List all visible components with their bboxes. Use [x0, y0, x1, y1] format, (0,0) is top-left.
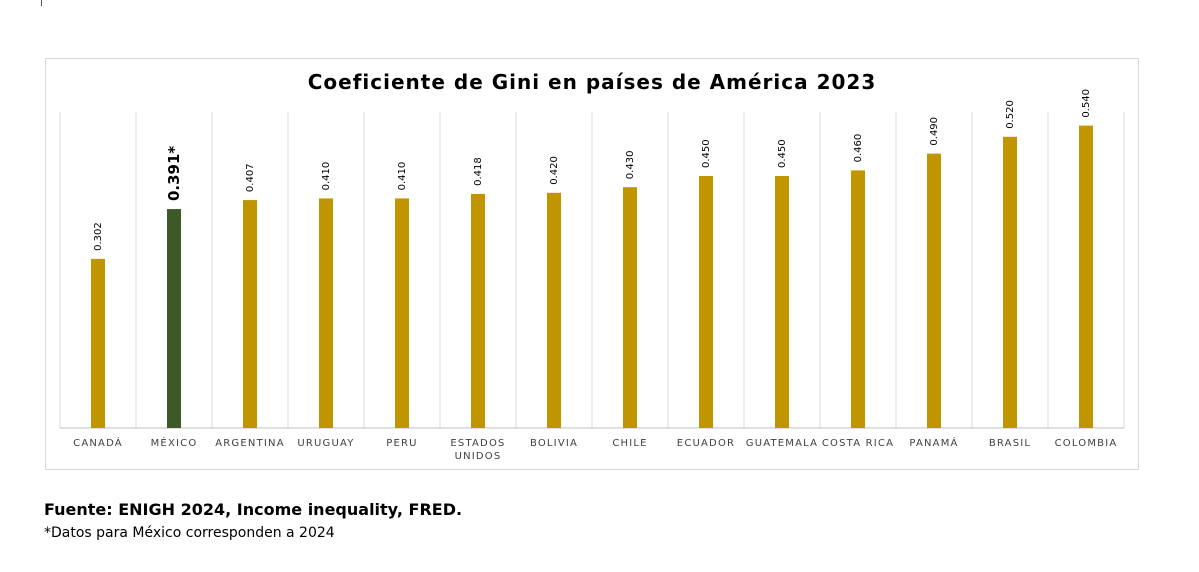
- category-label: COLOMBIA: [1055, 438, 1118, 449]
- category-label: BRASIL: [989, 438, 1031, 449]
- bar: [471, 193, 485, 428]
- bar: [319, 198, 333, 428]
- page-tick-mark: [41, 0, 42, 6]
- category-label: MÉXICO: [151, 436, 198, 449]
- data-label: 0.490: [929, 117, 940, 146]
- data-label: 0.410: [397, 162, 408, 191]
- category-label: UNIDOS: [455, 451, 502, 462]
- bar: [395, 198, 409, 428]
- category-label: ESTADOS: [450, 438, 505, 449]
- data-label: 0.420: [549, 156, 560, 185]
- bar: [699, 176, 713, 428]
- category-label: URUGUAY: [297, 438, 354, 449]
- category-label: CHILE: [612, 438, 647, 449]
- data-label: 0.302: [93, 222, 104, 251]
- data-label: 0.418: [473, 157, 484, 186]
- data-label: 0.540: [1081, 89, 1092, 118]
- category-label: PERU: [386, 438, 417, 449]
- bar: [91, 258, 105, 428]
- category-label: PANAMÁ: [909, 436, 958, 449]
- category-label: ECUADOR: [677, 438, 735, 449]
- bar: [167, 209, 181, 428]
- data-label: 0.450: [777, 139, 788, 168]
- data-label: 0.520: [1005, 100, 1016, 129]
- bar: [243, 200, 257, 428]
- data-label: 0.460: [853, 134, 864, 163]
- bar: [927, 153, 941, 428]
- bar: [1003, 136, 1017, 429]
- category-label: COSTA RICA: [822, 438, 894, 449]
- category-label: ARGENTINA: [215, 438, 285, 449]
- bar: [851, 170, 865, 428]
- bar: [1079, 125, 1093, 428]
- footnote-text: *Datos para México corresponden a 2024: [44, 525, 335, 541]
- chart-title: Coeficiente de Gini en países de América…: [307, 70, 877, 94]
- data-label: 0.407: [245, 163, 256, 192]
- data-label: 0.450: [701, 139, 712, 168]
- bar: [775, 176, 789, 428]
- data-label: 0.430: [625, 151, 636, 180]
- bar: [547, 192, 561, 428]
- source-text: Fuente: ENIGH 2024, Income inequality, F…: [44, 500, 463, 519]
- category-label: GUATEMALA: [746, 438, 818, 449]
- data-label: 0.391*: [165, 146, 183, 201]
- bar: [623, 187, 637, 428]
- category-label: CANADÁ: [73, 436, 123, 449]
- category-label: BOLIVIA: [530, 438, 578, 449]
- data-label: 0.410: [321, 162, 332, 191]
